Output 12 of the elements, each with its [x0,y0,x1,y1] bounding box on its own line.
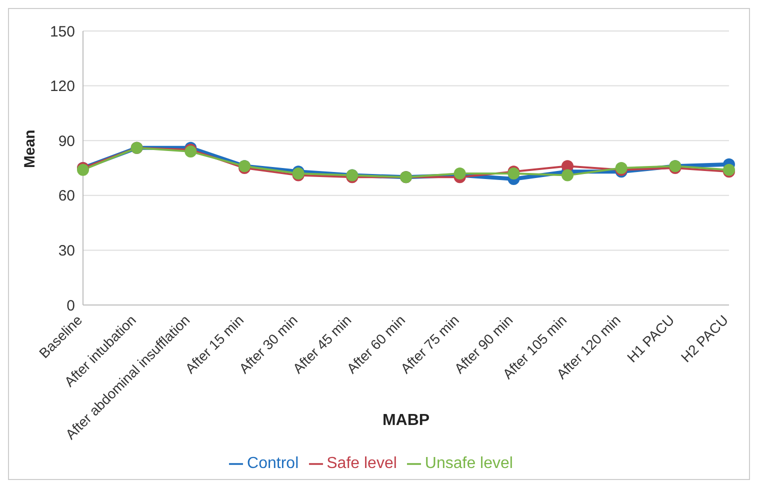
y-tick-label: 60 [58,188,75,205]
y-tick-label: 0 [66,297,75,314]
point [562,169,574,182]
y-tick-label: 30 [58,242,75,260]
y-tick-label: 150 [50,23,75,40]
legend-label: Unsafe level [424,455,513,472]
x-axis-title: MABP [382,412,430,429]
legend-label: Control [247,455,299,472]
y-tick-label: 120 [50,78,75,96]
y-axis-title: Mean [21,130,38,168]
y-tick-label: 90 [58,132,75,150]
legend-label: Safe level [326,455,397,472]
